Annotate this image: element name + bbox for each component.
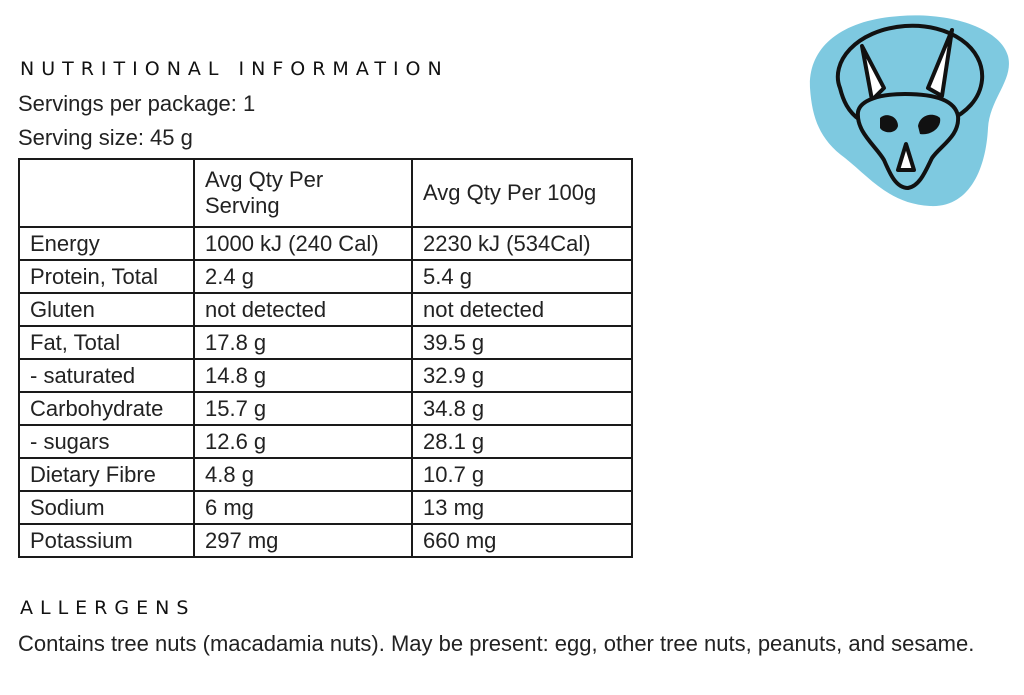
left-horn: [860, 44, 886, 102]
nutrient-name: Dietary Fibre: [18, 457, 195, 492]
column-header: Avg Qty Per 100g: [411, 158, 633, 228]
table-row: Protein, Total 2.4 g 5.4 g: [18, 259, 633, 294]
per-100g-value: 660 mg: [411, 523, 633, 558]
per-100g-value: 39.5 g: [411, 325, 633, 360]
per-100g-value: 2230 kJ (534Cal): [411, 226, 633, 261]
nutrient-name: Carbohydrate: [18, 391, 195, 426]
nutrient-name: Fat, Total: [18, 325, 195, 360]
nose-horn: [896, 142, 916, 172]
per-100g-value: 32.9 g: [411, 358, 633, 393]
column-header: [18, 158, 195, 228]
table-row: Carbohydrate 15.7 g 34.8 g: [18, 391, 633, 426]
allergens-heading: ALLERGENS: [20, 597, 196, 619]
nutrient-name: Gluten: [18, 292, 195, 327]
per-serving-value: not detected: [193, 292, 413, 327]
nutrient-name: Potassium: [18, 523, 195, 558]
allergens-statement: Contains tree nuts (macadamia nuts). May…: [18, 631, 975, 656]
nutrient-name: - sugars: [18, 424, 195, 459]
nutrition-heading: NUTRITIONAL INFORMATION: [20, 58, 449, 80]
triceratops-skull-icon: [809, 15, 1009, 207]
right-horn: [926, 28, 954, 98]
per-serving-value: 297 mg: [193, 523, 413, 558]
per-100g-value: not detected: [411, 292, 633, 327]
nutrition-table: Avg Qty Per Serving Avg Qty Per 100g Ene…: [18, 158, 633, 558]
per-serving-value: 17.8 g: [193, 325, 413, 360]
per-100g-value: 5.4 g: [411, 259, 633, 294]
table-header-row: Avg Qty Per Serving Avg Qty Per 100g: [18, 158, 633, 228]
servings-per-package: Servings per package: 1: [18, 91, 256, 116]
column-header: Avg Qty Per Serving: [193, 158, 413, 228]
table-row: Fat, Total 17.8 g 39.5 g: [18, 325, 633, 360]
table-row: Dietary Fibre 4.8 g 10.7 g: [18, 457, 633, 492]
per-100g-value: 34.8 g: [411, 391, 633, 426]
per-serving-value: 15.7 g: [193, 391, 413, 426]
right-eye: [918, 114, 941, 135]
table-row: Sodium 6 mg 13 mg: [18, 490, 633, 525]
table-row: - sugars 12.6 g 28.1 g: [18, 424, 633, 459]
per-serving-value: 12.6 g: [193, 424, 413, 459]
per-100g-value: 28.1 g: [411, 424, 633, 459]
table-row: Gluten not detected not detected: [18, 292, 633, 327]
nutrient-name: - saturated: [18, 358, 195, 393]
per-serving-value: 2.4 g: [193, 259, 413, 294]
per-serving-value: 4.8 g: [193, 457, 413, 492]
nutrient-name: Protein, Total: [18, 259, 195, 294]
per-100g-value: 10.7 g: [411, 457, 633, 492]
table-row: - saturated 14.8 g 32.9 g: [18, 358, 633, 393]
nutrient-name: Sodium: [18, 490, 195, 525]
nutrient-name: Energy: [18, 226, 195, 261]
per-serving-value: 14.8 g: [193, 358, 413, 393]
per-100g-value: 13 mg: [411, 490, 633, 525]
table-row: Potassium 297 mg 660 mg: [18, 523, 633, 558]
left-eye: [880, 115, 898, 133]
per-serving-value: 1000 kJ (240 Cal): [193, 226, 413, 261]
table-row: Energy 1000 kJ (240 Cal) 2230 kJ (534Cal…: [18, 226, 633, 261]
serving-size: Serving size: 45 g: [18, 125, 193, 150]
per-serving-value: 6 mg: [193, 490, 413, 525]
